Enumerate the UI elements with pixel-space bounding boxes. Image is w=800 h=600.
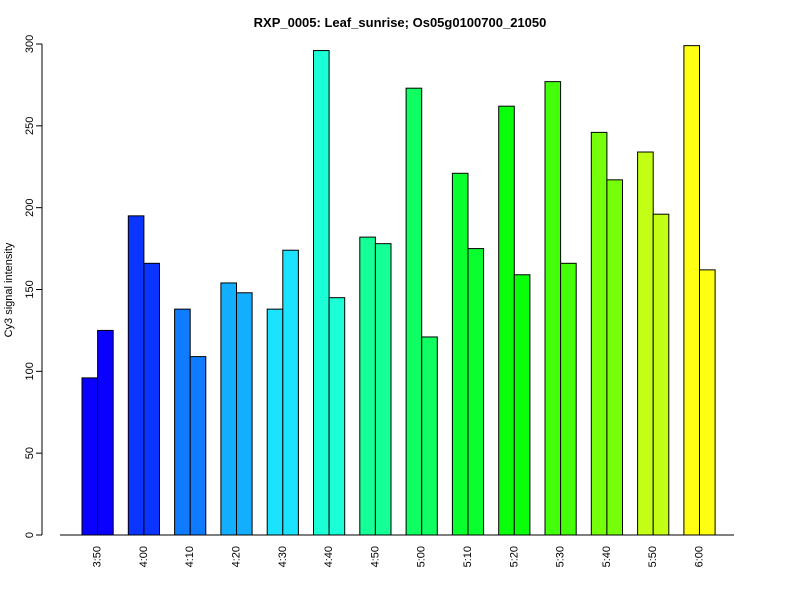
- x-tick-label: 4:00: [138, 546, 150, 567]
- x-tick-label: 4:30: [277, 546, 289, 567]
- bar-550-s1: [637, 151, 654, 536]
- bar-440-s1: [313, 50, 330, 536]
- x-tick-label: 4:40: [323, 546, 335, 567]
- bar-530-s1: [544, 81, 562, 536]
- bar-550-s2: [652, 213, 670, 536]
- bar-510-s1: [451, 172, 469, 536]
- bar-510-s2: [467, 248, 485, 536]
- bar-520-s2: [513, 274, 531, 536]
- bar-440-s2: [328, 297, 346, 536]
- bar-400-s1: [127, 215, 145, 536]
- bar-540-s2: [606, 179, 624, 536]
- bar-600-s2: [699, 269, 716, 536]
- y-tick-label: 200: [24, 198, 36, 216]
- x-tick-label: 5:00: [416, 546, 428, 567]
- x-tick-label: 5:20: [508, 546, 520, 567]
- x-tick-label: 4:10: [184, 546, 196, 567]
- chart-title: RXP_0005: Leaf_sunrise; Os05g0100700_210…: [254, 15, 547, 30]
- x-tick-label: 5:50: [647, 546, 659, 567]
- bar-530-s2: [560, 262, 577, 536]
- x-tick-label: 5:40: [601, 546, 613, 567]
- bar-410-s2: [189, 356, 207, 536]
- bars-group: [81, 45, 716, 536]
- bar-410-s1: [174, 308, 191, 536]
- bar-420-s2: [236, 292, 253, 536]
- bar-420-s1: [220, 282, 237, 536]
- y-tick-label: 250: [24, 117, 36, 135]
- bar-500-s2: [421, 336, 438, 536]
- bar-450-s2: [374, 243, 392, 536]
- y-tick-label: 300: [24, 35, 36, 53]
- bar-350-s1: [81, 377, 99, 536]
- y-axis-label: Cy3 signal intensity: [3, 242, 15, 337]
- bar-350-s2: [97, 329, 114, 536]
- x-tick-label: 4:20: [231, 546, 243, 567]
- x-tick-label: 4:50: [369, 546, 381, 567]
- y-axis: 0 50 100 150 200 250 300: [24, 35, 43, 538]
- bar-400-s2: [143, 262, 160, 536]
- bar-600-s1: [683, 45, 701, 536]
- bar-520-s1: [498, 105, 515, 536]
- bar-430-s2: [282, 249, 299, 536]
- bar-500-s1: [405, 87, 423, 536]
- x-tick-label: 5:10: [462, 546, 474, 567]
- bar-540-s1: [590, 131, 608, 536]
- x-axis-labels: 3:50 4:00 4:10 4:20 4:30 4:40 4:50 5:00 5:10 5:20…: [92, 546, 706, 567]
- y-tick-label: 50: [24, 447, 36, 459]
- y-tick-label: 0: [24, 532, 36, 538]
- y-tick-label: 100: [24, 362, 36, 380]
- x-tick-label: 6:00: [694, 546, 706, 567]
- bar-430-s1: [266, 308, 284, 536]
- y-tick-label: 150: [24, 280, 36, 298]
- x-tick-label: 3:50: [92, 546, 104, 567]
- x-tick-label: 5:30: [555, 546, 567, 567]
- bar-450-s1: [359, 236, 376, 536]
